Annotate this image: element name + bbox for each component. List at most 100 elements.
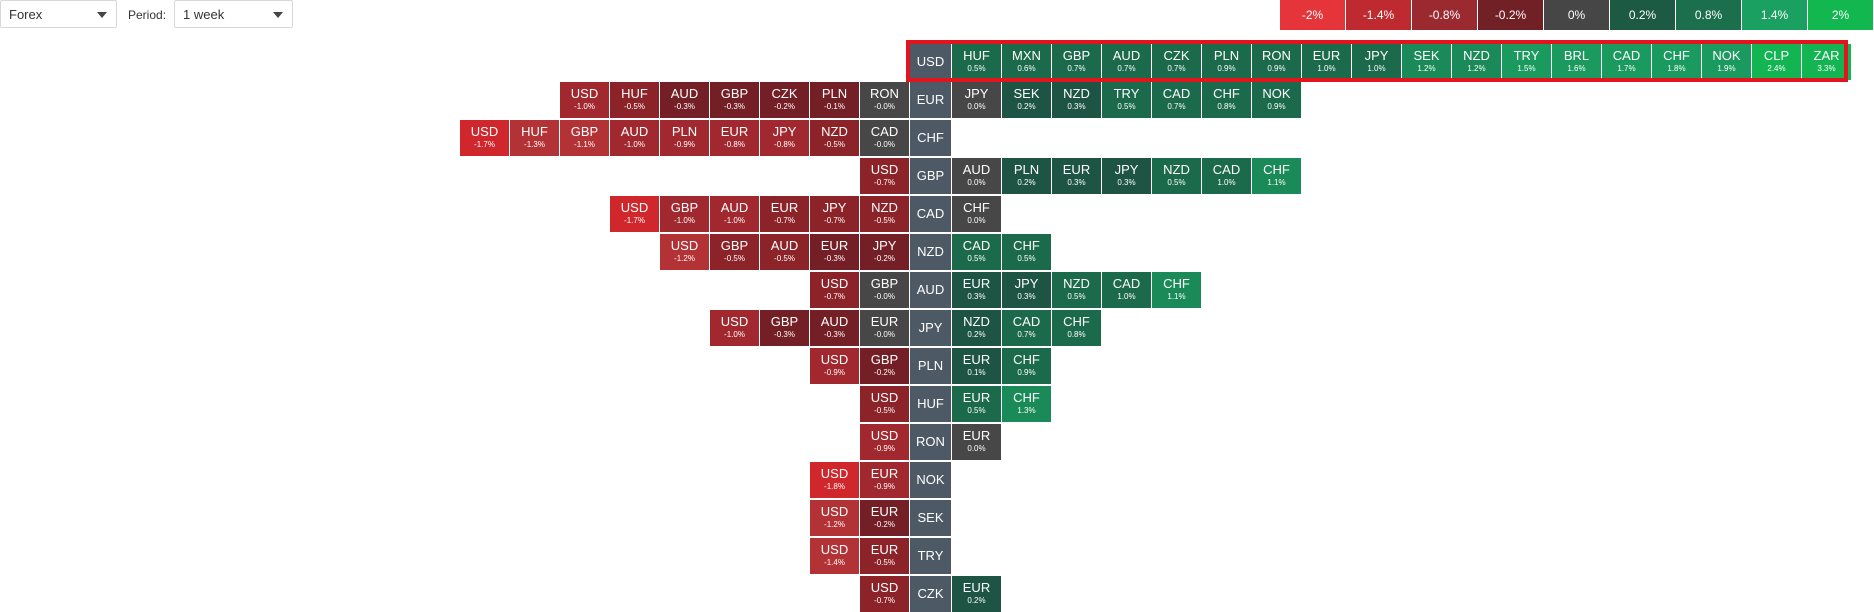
pair-cell[interactable]: AUD -0.3% xyxy=(660,82,709,118)
pair-cell[interactable]: JPY -0.8% xyxy=(760,120,809,156)
pair-cell[interactable]: CAD 0.7% xyxy=(1152,82,1201,118)
pair-cell[interactable]: NZD 0.5% xyxy=(1052,272,1101,308)
pair-cell[interactable]: CHF 1.8% xyxy=(1652,44,1701,80)
pair-cell[interactable]: PLN -0.9% xyxy=(660,120,709,156)
pair-cell[interactable]: GBP -0.5% xyxy=(710,234,759,270)
pair-cell[interactable]: CHF 1.1% xyxy=(1252,158,1301,194)
pair-cell[interactable]: NZD -0.5% xyxy=(860,196,909,232)
pair-cell[interactable]: RON 0.9% xyxy=(1252,44,1301,80)
market-select[interactable]: Forex xyxy=(0,0,117,28)
pair-cell[interactable]: USD -1.2% xyxy=(660,234,709,270)
pair-cell[interactable]: GBP -0.0% xyxy=(860,272,909,308)
pair-cell[interactable]: USD -0.7% xyxy=(810,272,859,308)
pair-cell[interactable]: AUD -0.3% xyxy=(810,310,859,346)
base-currency[interactable]: EUR xyxy=(910,82,951,118)
pair-cell[interactable]: SEK 0.2% xyxy=(1002,82,1051,118)
pair-cell[interactable]: MXN 0.6% xyxy=(1002,44,1051,80)
pair-cell[interactable]: JPY -0.2% xyxy=(860,234,909,270)
base-currency[interactable]: NOK xyxy=(910,462,951,498)
pair-cell[interactable]: HUF -0.5% xyxy=(610,82,659,118)
pair-cell[interactable]: AUD -0.5% xyxy=(760,234,809,270)
pair-cell[interactable]: EUR -0.0% xyxy=(860,310,909,346)
pair-cell[interactable]: PLN 0.2% xyxy=(1002,158,1051,194)
pair-cell[interactable]: CAD 0.7% xyxy=(1002,310,1051,346)
pair-cell[interactable]: USD -1.0% xyxy=(710,310,759,346)
base-currency[interactable]: CHF xyxy=(910,120,951,156)
pair-cell[interactable]: SEK 1.2% xyxy=(1402,44,1451,80)
pair-cell[interactable]: ZAR 3.3% xyxy=(1802,44,1851,80)
pair-cell[interactable]: USD -0.5% xyxy=(860,386,909,422)
pair-cell[interactable]: TRY 1.5% xyxy=(1502,44,1551,80)
pair-cell[interactable]: AUD -1.0% xyxy=(610,120,659,156)
pair-cell[interactable]: NZD 0.5% xyxy=(1152,158,1201,194)
pair-cell[interactable]: GBP 0.7% xyxy=(1052,44,1101,80)
pair-cell[interactable]: NOK 0.9% xyxy=(1252,82,1301,118)
base-currency[interactable]: JPY xyxy=(910,310,951,346)
base-currency[interactable]: NZD xyxy=(910,234,951,270)
pair-cell[interactable]: USD -1.4% xyxy=(810,538,859,574)
pair-cell[interactable]: CAD 1.7% xyxy=(1602,44,1651,80)
pair-cell[interactable]: CAD 1.0% xyxy=(1202,158,1251,194)
pair-cell[interactable]: NZD 1.2% xyxy=(1452,44,1501,80)
pair-cell[interactable]: BRL 1.6% xyxy=(1552,44,1601,80)
pair-cell[interactable]: USD -1.7% xyxy=(610,196,659,232)
pair-cell[interactable]: CAD 0.5% xyxy=(952,234,1001,270)
pair-cell[interactable]: EUR -0.3% xyxy=(810,234,859,270)
pair-cell[interactable]: USD -0.9% xyxy=(810,348,859,384)
pair-cell[interactable]: CHF 0.8% xyxy=(1202,82,1251,118)
base-currency[interactable]: HUF xyxy=(910,386,951,422)
pair-cell[interactable]: CAD 1.0% xyxy=(1102,272,1151,308)
pair-cell[interactable]: NOK 1.9% xyxy=(1702,44,1751,80)
pair-cell[interactable]: TRY 0.5% xyxy=(1102,82,1151,118)
pair-cell[interactable]: CZK 0.7% xyxy=(1152,44,1201,80)
pair-cell[interactable]: CZK -0.2% xyxy=(760,82,809,118)
pair-cell[interactable]: EUR 0.1% xyxy=(952,348,1001,384)
base-currency[interactable]: CZK xyxy=(910,576,951,612)
base-currency[interactable]: CAD xyxy=(910,196,951,232)
pair-cell[interactable]: EUR 0.3% xyxy=(1052,158,1101,194)
base-currency[interactable]: RON xyxy=(910,424,951,460)
pair-cell[interactable]: AUD 0.0% xyxy=(952,158,1001,194)
pair-cell[interactable]: PLN 0.9% xyxy=(1202,44,1251,80)
pair-cell[interactable]: EUR 0.5% xyxy=(952,386,1001,422)
base-currency[interactable]: TRY xyxy=(910,538,951,574)
pair-cell[interactable]: CHF 1.3% xyxy=(1002,386,1051,422)
pair-cell[interactable]: NZD 0.3% xyxy=(1052,82,1101,118)
pair-cell[interactable]: USD -0.9% xyxy=(860,424,909,460)
pair-cell[interactable]: AUD -1.0% xyxy=(710,196,759,232)
pair-cell[interactable]: AUD 0.7% xyxy=(1102,44,1151,80)
pair-cell[interactable]: CLP 2.4% xyxy=(1752,44,1801,80)
pair-cell[interactable]: HUF -1.3% xyxy=(510,120,559,156)
pair-cell[interactable]: CHF 0.8% xyxy=(1052,310,1101,346)
pair-cell[interactable]: GBP -0.2% xyxy=(860,348,909,384)
base-currency[interactable]: USD xyxy=(910,44,951,80)
pair-cell[interactable]: GBP -0.3% xyxy=(710,82,759,118)
pair-cell[interactable]: JPY 0.3% xyxy=(1002,272,1051,308)
pair-cell[interactable]: JPY 1.0% xyxy=(1352,44,1401,80)
period-select[interactable]: 1 week xyxy=(174,0,293,28)
pair-cell[interactable]: EUR -0.9% xyxy=(860,462,909,498)
base-currency[interactable]: AUD xyxy=(910,272,951,308)
pair-cell[interactable]: USD -1.2% xyxy=(810,500,859,536)
pair-cell[interactable]: EUR 1.0% xyxy=(1302,44,1351,80)
pair-cell[interactable]: USD -1.7% xyxy=(460,120,509,156)
pair-cell[interactable]: EUR 0.2% xyxy=(952,576,1001,612)
pair-cell[interactable]: USD -1.0% xyxy=(560,82,609,118)
pair-cell[interactable]: PLN -0.1% xyxy=(810,82,859,118)
pair-cell[interactable]: EUR -0.5% xyxy=(860,538,909,574)
pair-cell[interactable]: NZD 0.2% xyxy=(952,310,1001,346)
pair-cell[interactable]: CHF 1.1% xyxy=(1152,272,1201,308)
pair-cell[interactable]: USD -0.7% xyxy=(860,576,909,612)
pair-cell[interactable]: CHF 0.5% xyxy=(1002,234,1051,270)
pair-cell[interactable]: CAD -0.0% xyxy=(860,120,909,156)
pair-cell[interactable]: USD -0.7% xyxy=(860,158,909,194)
pair-cell[interactable]: USD -1.8% xyxy=(810,462,859,498)
pair-cell[interactable]: EUR -0.7% xyxy=(760,196,809,232)
pair-cell[interactable]: GBP -1.0% xyxy=(660,196,709,232)
pair-cell[interactable]: JPY 0.0% xyxy=(952,82,1001,118)
base-currency[interactable]: PLN xyxy=(910,348,951,384)
pair-cell[interactable]: EUR -0.8% xyxy=(710,120,759,156)
pair-cell[interactable]: CHF 0.9% xyxy=(1002,348,1051,384)
pair-cell[interactable]: EUR 0.3% xyxy=(952,272,1001,308)
pair-cell[interactable]: NZD -0.5% xyxy=(810,120,859,156)
